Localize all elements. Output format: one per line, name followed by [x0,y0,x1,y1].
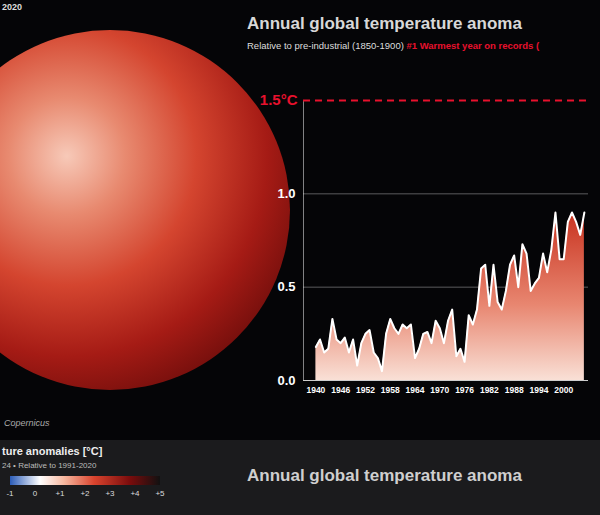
html-text:ture anomalies [°C]: ture anomalies [°C] [2,445,103,457]
html-text:+4: +4 [130,489,140,498]
html-text:Annual global temperature anom: Annual global temperature anoma [247,466,522,485]
svg-text:1.5°C: 1.5°C [260,91,298,108]
html-text:Annual global temperature anom: Annual global temperature anoma [247,14,522,33]
svg-text:1976: 1976 [455,385,474,395]
svg-text:0.5: 0.5 [277,279,295,294]
svg-text:1.0: 1.0 [277,186,295,201]
html-text:2020: 2020 [2,2,22,12]
svg-text:1988: 1988 [505,385,524,395]
svg-text:1964: 1964 [406,385,425,395]
html-text:+2: +2 [80,489,90,498]
html-text:+3: +3 [105,489,115,498]
svg-text:0.0: 0.0 [277,373,295,388]
svg-text:1946: 1946 [331,385,350,395]
html-text:Copernicus: Copernicus [4,418,50,428]
svg-text:1982: 1982 [480,385,499,395]
html-text:Relative to pre-industrial (18: Relative to pre-industrial (1850-1900) #… [247,40,540,51]
html-text:24 • Relative to 1991-2020: 24 • Relative to 1991-2020 [2,461,97,470]
svg-text:2000: 2000 [554,385,573,395]
svg-text:1940: 1940 [306,385,325,395]
html-text:0: 0 [32,489,38,498]
svg-text:1952: 1952 [356,385,375,395]
svg-text:1970: 1970 [430,385,449,395]
svg-text:1994: 1994 [529,385,548,395]
html-text:+5: +5 [155,489,165,498]
html-text:-1: -1 [6,489,14,498]
html-text:+1: +1 [55,489,65,498]
svg-text:1958: 1958 [381,385,400,395]
